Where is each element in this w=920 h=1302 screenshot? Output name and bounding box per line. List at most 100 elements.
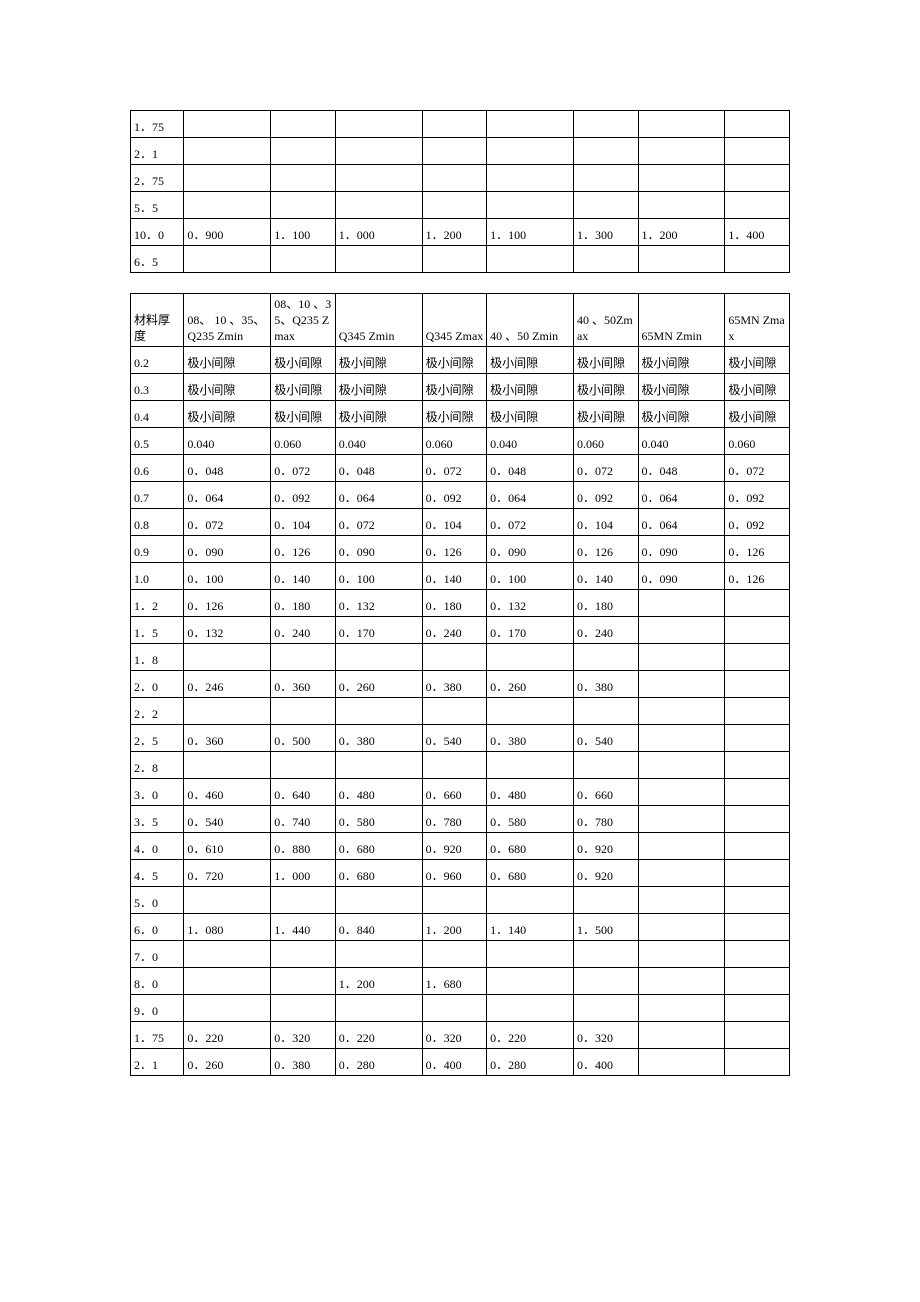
lower-table-cell [638,725,725,752]
lower-table-cell: 0．840 [335,914,422,941]
upper-table-row: 1．75 [131,111,790,138]
lower-table-cell [422,644,487,671]
lower-table-row: 0.4极小间隙极小间隙极小间隙极小间隙极小间隙极小间隙极小间隙极小间隙 [131,401,790,428]
lower-table-cell: 0．170 [335,617,422,644]
lower-table-cell [638,1022,725,1049]
lower-table-cell [422,752,487,779]
lower-table-cell [422,698,487,725]
lower-table-cell: 0．500 [271,725,336,752]
lower-table-cell [725,725,790,752]
lower-table-cell: 0．072 [487,509,574,536]
lower-table-row: 5．0 [131,887,790,914]
lower-table-cell: 1．140 [487,914,574,941]
lower-table-cell [184,995,271,1022]
lower-table-cell: 0.4 [131,401,184,428]
upper-table-cell [487,111,574,138]
lower-table-cell: 极小间隙 [573,347,638,374]
upper-table-cell [184,246,271,273]
lower-table-cell: 0．048 [487,455,574,482]
lower-table-cell [184,644,271,671]
lower-table-cell: 0.8 [131,509,184,536]
lower-table-cell: 65MN Zmax [725,294,790,347]
lower-table-cell: 0．126 [573,536,638,563]
upper-table-cell [638,246,725,273]
lower-table-cell: 0．580 [335,806,422,833]
lower-table-row: 0.2极小间隙极小间隙极小间隙极小间隙极小间隙极小间隙极小间隙极小间隙 [131,347,790,374]
upper-table-cell: 10．0 [131,219,184,246]
lower-table-cell [638,887,725,914]
lower-table-cell: 0．680 [487,833,574,860]
upper-table-cell [573,246,638,273]
lower-table-row: 1．750．2200．3200．2200．3200．2200．320 [131,1022,790,1049]
lower-table-cell: 0．092 [271,482,336,509]
lower-table-cell: 极小间隙 [487,347,574,374]
lower-table-cell: 65MN Zmin [638,294,725,347]
lower-table-cell [638,644,725,671]
upper-table-cell [573,192,638,219]
lower-table-cell: 极小间隙 [573,374,638,401]
lower-table-cell: 0．320 [271,1022,336,1049]
lower-table-row: 3．50．5400．7400．5800．7800．5800．780 [131,806,790,833]
lower-table-cell: 极小间隙 [638,374,725,401]
lower-table-cell: 1．75 [131,1022,184,1049]
lower-table-cell [487,887,574,914]
lower-table-row: 4．00．6100．8800．6800．9200．6800．920 [131,833,790,860]
upper-table-cell: 2．1 [131,138,184,165]
lower-table-cell [573,995,638,1022]
upper-table-cell: 5．5 [131,192,184,219]
lower-table-cell [725,698,790,725]
upper-table-cell: 2．75 [131,165,184,192]
upper-table-cell [638,192,725,219]
upper-table-cell [271,138,336,165]
lower-table-cell: 0．090 [335,536,422,563]
lower-table-cell: 08、 10 、35、 Q235 Zmin [184,294,271,347]
upper-table-cell [422,111,487,138]
lower-table-cell: 0．400 [422,1049,487,1076]
upper-table-cell [487,138,574,165]
lower-table-cell [725,995,790,1022]
upper-table-cell [725,111,790,138]
lower-table-cell: 0．104 [573,509,638,536]
lower-table-cell: 0．680 [335,860,422,887]
lower-table-cell: 极小间隙 [271,401,336,428]
upper-table-cell [184,111,271,138]
lower-table-cell: 0．640 [271,779,336,806]
lower-table-cell: 0．380 [335,725,422,752]
lower-table-cell [725,1022,790,1049]
lower-table-cell: 0．092 [725,482,790,509]
lower-table-cell [271,995,336,1022]
lower-table-cell: 3．5 [131,806,184,833]
upper-table-cell [335,165,422,192]
lower-table-cell: 0．090 [638,536,725,563]
lower-table-cell: 0．320 [573,1022,638,1049]
lower-table-cell: 0．280 [335,1049,422,1076]
lower-table-cell: 0．064 [638,509,725,536]
upper-table-row: 5．5 [131,192,790,219]
upper-table-cell: 1．100 [271,219,336,246]
upper-table-cell [487,246,574,273]
lower-table-cell [335,644,422,671]
lower-table-cell: 0．610 [184,833,271,860]
lower-table-cell: 0．126 [725,536,790,563]
upper-table-cell [422,246,487,273]
upper-table-cell [725,165,790,192]
lower-table-cell: 1．2 [131,590,184,617]
lower-table-cell: 0．072 [422,455,487,482]
lower-table-cell [725,887,790,914]
lower-table-cell: 4．0 [131,833,184,860]
lower-table-cell: 0．072 [335,509,422,536]
lower-table-cell: 极小间隙 [573,401,638,428]
lower-table-row: 1．50．1320．2400．1700．2400．1700．240 [131,617,790,644]
lower-table-cell: 0．170 [487,617,574,644]
lower-table-cell: 0．104 [271,509,336,536]
lower-table-cell [573,968,638,995]
lower-table-cell: 极小间隙 [335,374,422,401]
lower-table-cell: 0．480 [487,779,574,806]
lower-table-cell [725,1049,790,1076]
lower-table-cell: 极小间隙 [487,401,574,428]
upper-table-cell [422,192,487,219]
lower-table-row: 1．8 [131,644,790,671]
upper-table-cell [271,165,336,192]
lower-table-row: 7．0 [131,941,790,968]
lower-table-cell [184,968,271,995]
